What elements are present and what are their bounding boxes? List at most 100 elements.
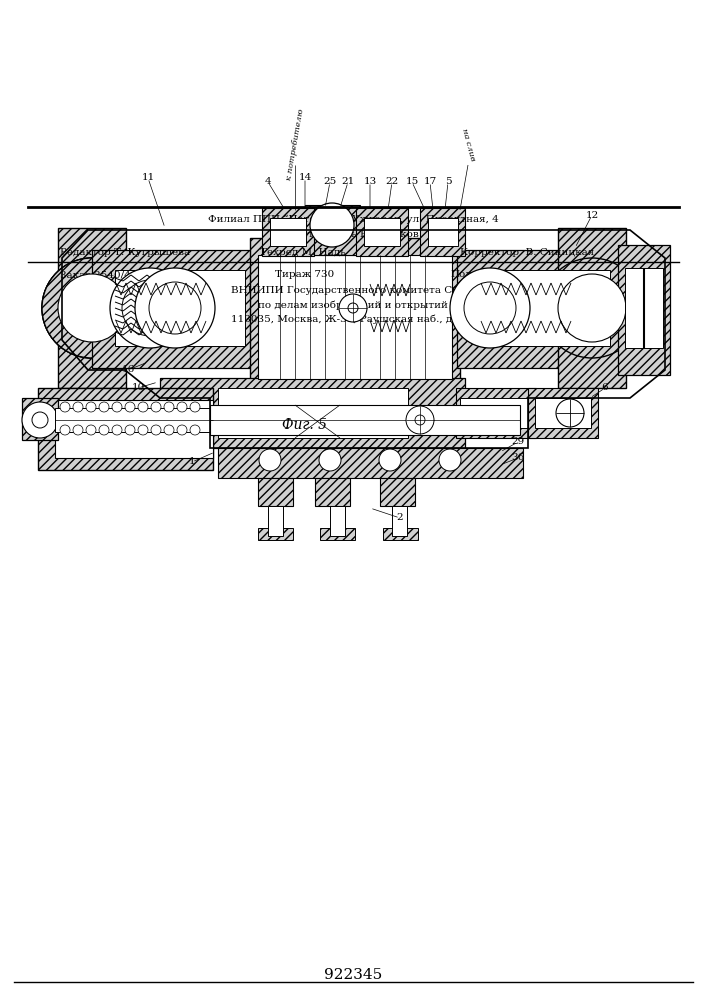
Circle shape: [112, 425, 122, 435]
Text: 25: 25: [323, 178, 337, 186]
Text: 6: 6: [602, 383, 608, 392]
Text: 21: 21: [341, 178, 355, 186]
Bar: [456, 388, 536, 438]
Text: 922345: 922345: [325, 968, 382, 982]
Text: 4: 4: [264, 178, 271, 186]
Bar: [218, 448, 523, 478]
Bar: [625, 268, 663, 348]
Circle shape: [339, 294, 367, 322]
Circle shape: [135, 268, 215, 348]
Bar: [115, 270, 245, 346]
Circle shape: [177, 425, 187, 435]
Text: 113035, Москва, Ж-35, Раушская наб., д. 4/5: 113035, Москва, Ж-35, Раушская наб., д. …: [230, 314, 475, 324]
Circle shape: [164, 425, 174, 435]
Text: 29: 29: [511, 438, 525, 446]
Bar: [258, 478, 293, 506]
Circle shape: [22, 402, 58, 438]
Bar: [420, 208, 465, 256]
Bar: [380, 478, 415, 506]
Circle shape: [190, 402, 200, 412]
Circle shape: [542, 258, 642, 358]
Bar: [55, 408, 213, 432]
Bar: [535, 398, 591, 428]
Text: 17: 17: [423, 178, 437, 186]
Bar: [392, 506, 407, 536]
Bar: [268, 506, 283, 536]
Circle shape: [151, 402, 161, 412]
Circle shape: [99, 402, 109, 412]
Bar: [383, 528, 418, 540]
Circle shape: [379, 449, 401, 471]
Text: 14: 14: [298, 174, 312, 182]
Bar: [210, 405, 520, 435]
Bar: [528, 388, 598, 438]
Circle shape: [42, 258, 142, 358]
Text: 1: 1: [189, 458, 195, 466]
Bar: [55, 400, 213, 458]
Bar: [315, 478, 350, 506]
Circle shape: [138, 425, 148, 435]
Text: 2: 2: [397, 514, 403, 522]
Text: Филиал ППП “Патент”, г. Ужгород, ул. Проектная, 4: Филиал ППП “Патент”, г. Ужгород, ул. Про…: [208, 215, 498, 224]
Circle shape: [60, 402, 70, 412]
Bar: [258, 528, 293, 540]
Text: 12: 12: [585, 211, 599, 220]
Circle shape: [151, 425, 161, 435]
Text: Корректор  В. Синицкая: Корректор В. Синицкая: [460, 248, 595, 257]
Circle shape: [32, 412, 48, 428]
Text: на слив: на слив: [460, 128, 477, 162]
Bar: [618, 245, 670, 375]
Bar: [428, 218, 458, 246]
Circle shape: [164, 402, 174, 412]
Text: Техред М. Надь: Техред М. Надь: [260, 248, 346, 257]
Circle shape: [310, 203, 354, 247]
Circle shape: [319, 449, 341, 471]
Bar: [480, 270, 610, 346]
Circle shape: [73, 402, 83, 412]
Circle shape: [149, 282, 201, 334]
Bar: [92, 250, 257, 368]
Text: Составитель В. Штыков: Составитель В. Штыков: [288, 230, 419, 239]
Circle shape: [450, 268, 530, 348]
Bar: [305, 205, 360, 255]
Circle shape: [558, 274, 626, 342]
Text: Редактор Т. Кугрышева: Редактор Т. Кугрышева: [60, 248, 190, 257]
Text: по делам изобретений и открытий: по делам изобретений и открытий: [258, 300, 448, 310]
Circle shape: [42, 258, 142, 358]
Bar: [457, 250, 622, 368]
Bar: [250, 238, 460, 396]
Circle shape: [415, 415, 425, 425]
Bar: [58, 228, 126, 388]
Bar: [160, 378, 465, 448]
Text: Тираж 730: Тираж 730: [275, 270, 334, 279]
Bar: [258, 255, 452, 379]
Circle shape: [73, 425, 83, 435]
Circle shape: [439, 449, 461, 471]
Bar: [320, 528, 355, 540]
Circle shape: [177, 402, 187, 412]
Circle shape: [110, 268, 190, 348]
Text: 36: 36: [511, 454, 525, 462]
Text: 5: 5: [445, 178, 451, 186]
Bar: [218, 388, 408, 438]
Bar: [22, 398, 58, 440]
Circle shape: [99, 425, 109, 435]
Circle shape: [464, 282, 516, 334]
Text: ВНИИПИ Государственного комитета СССР: ВНИИПИ Государственного комитета СССР: [231, 286, 475, 295]
Circle shape: [556, 399, 584, 427]
Circle shape: [86, 425, 96, 435]
Text: 22: 22: [385, 178, 399, 186]
Bar: [270, 218, 306, 246]
Bar: [364, 218, 400, 246]
Circle shape: [125, 425, 135, 435]
Circle shape: [190, 425, 200, 435]
Circle shape: [42, 258, 142, 358]
Text: 15: 15: [405, 178, 419, 186]
Text: 16: 16: [122, 365, 134, 374]
Bar: [460, 398, 532, 428]
Text: к потребителю: к потребителю: [285, 109, 305, 181]
Bar: [262, 208, 314, 256]
Circle shape: [60, 425, 70, 435]
Circle shape: [122, 280, 178, 336]
Bar: [558, 228, 626, 388]
